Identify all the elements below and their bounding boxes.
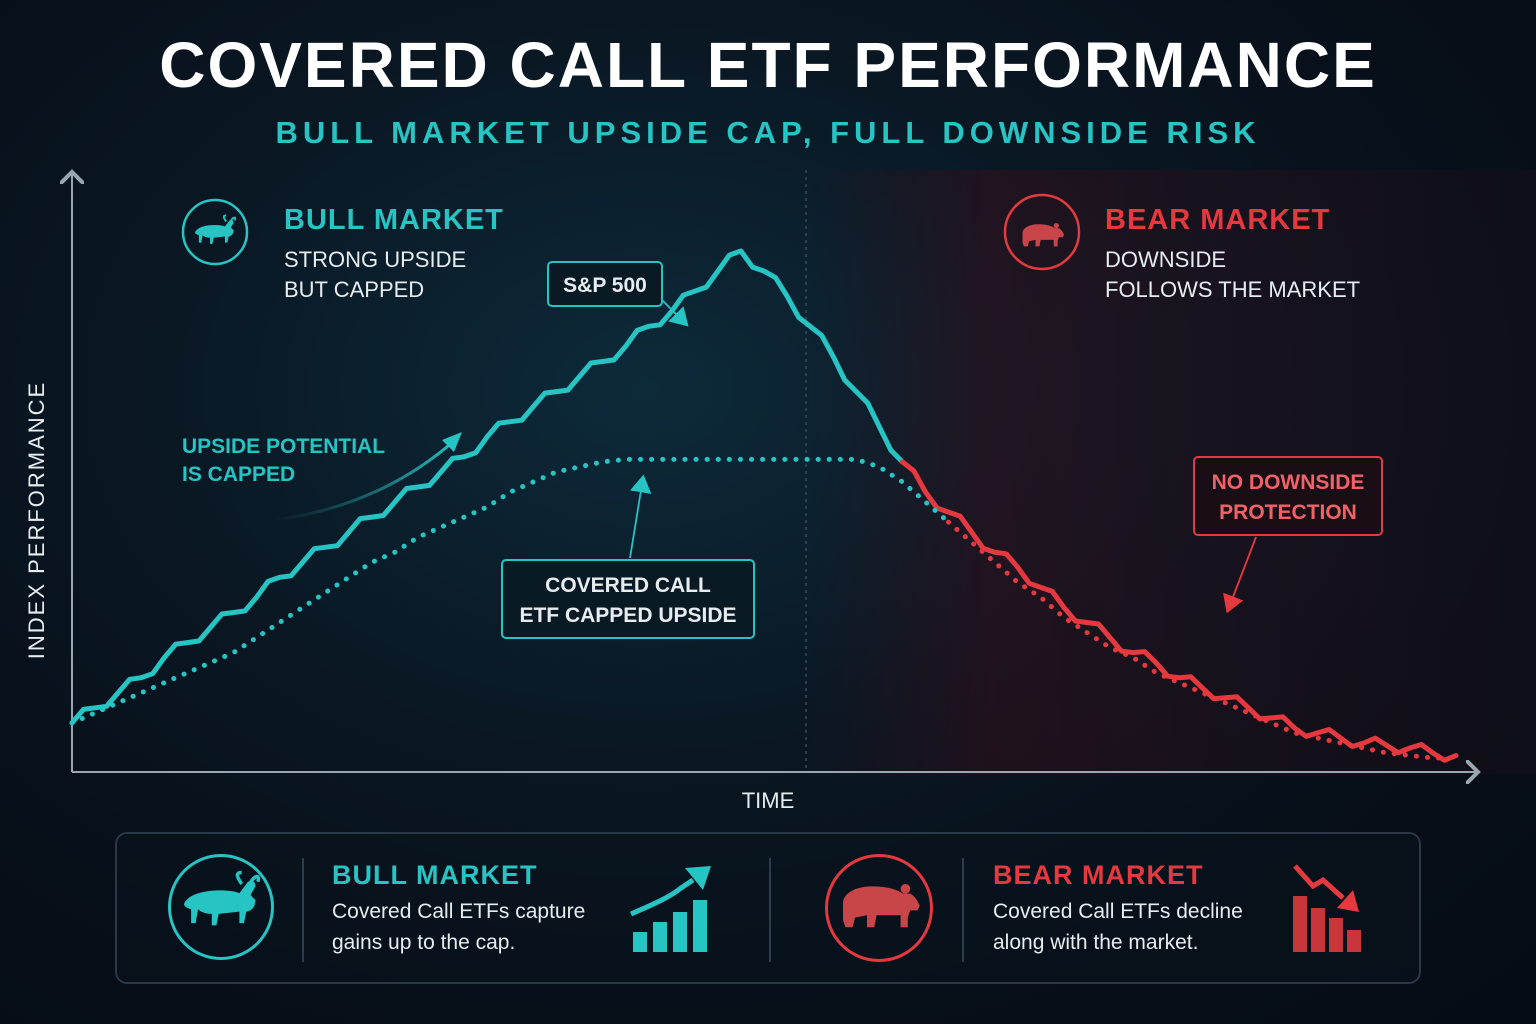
no-downside-pointer <box>1223 536 1257 614</box>
covered-call-label-group: COVERED CALL ETF CAPPED UPSIDE <box>501 474 755 639</box>
panel-bear-text: Covered Call ETFs decline along with the… <box>993 900 1243 954</box>
sp500-label-group: S&P 500 <box>547 261 689 327</box>
upside-line-1: UPSIDE POTENTIAL <box>182 435 385 458</box>
panel-divider-2 <box>769 858 771 962</box>
panel-divider-1 <box>302 858 304 962</box>
upside-callout: UPSIDE POTENTIAL IS CAPPED <box>182 432 462 522</box>
bull-panel-icon-circle <box>168 854 274 960</box>
panel-divider-3 <box>962 858 964 962</box>
sp500-label: S&P 500 <box>563 274 647 297</box>
sp500-line-bear-segment <box>899 459 1459 763</box>
no-downside-line-2: PROTECTION <box>1219 501 1357 524</box>
upside-arrowhead <box>442 432 462 452</box>
covered-call-label-box <box>501 559 755 639</box>
sp500-pointer <box>661 299 689 327</box>
sp500-label-box <box>547 261 663 307</box>
covered-call-pointer <box>629 474 652 559</box>
upside-sweep-arrow <box>274 438 456 522</box>
covered-call-line-2: ETF CAPPED UPSIDE <box>519 604 736 627</box>
bull-icon <box>195 214 237 244</box>
panel-bull-text: Covered Call ETFs capture gains up to th… <box>332 900 586 954</box>
chart-subtitle: BULL MARKET UPSIDE CAP, FULL DOWNSIDE RI… <box>275 115 1261 150</box>
covered-call-line-bear-segment <box>946 519 1459 761</box>
panel-bear-title: BEAR MARKET <box>993 860 1204 890</box>
bear-heading: BEAR MARKET <box>1105 204 1330 236</box>
bear-line-2: FOLLOWS THE MARKET <box>1105 277 1360 302</box>
bull-heading: BULL MARKET <box>284 204 504 236</box>
bear-icon <box>843 884 920 928</box>
bear-callout: BEAR MARKET DOWNSIDE FOLLOWS THE MARKET <box>1003 193 1360 302</box>
bull-line-2: BUT CAPPED <box>284 277 424 302</box>
bull-line-1: STRONG UPSIDE <box>284 247 466 272</box>
bear-callout-circle <box>1003 193 1081 271</box>
y-axis-label: INDEX PERFORMANCE <box>24 381 49 659</box>
bull-callout: BULL MARKET STRONG UPSIDE BUT CAPPED <box>181 198 504 302</box>
no-downside-box <box>1193 456 1383 536</box>
upside-line-2: IS CAPPED <box>182 463 295 486</box>
sp500-line-bull-segment <box>69 248 905 726</box>
bull-icon <box>184 870 261 926</box>
summary-panel: BULL MARKET Covered Call ETFs capture ga… <box>115 832 1421 984</box>
chart-title: COVERED CALL ETF PERFORMANCE <box>159 29 1377 101</box>
chart-up-icon <box>629 866 711 952</box>
no-downside-callout: NO DOWNSIDE PROTECTION <box>1193 456 1383 614</box>
panel-bull-title: BULL MARKET <box>332 860 538 890</box>
performance-chart: INDEX PERFORMANCE TIME BULL MARKET STRON… <box>24 0 1536 813</box>
no-downside-line-1: NO DOWNSIDE <box>1212 471 1365 494</box>
covered-call-line-1: COVERED CALL <box>545 574 711 597</box>
chart-down-icon <box>1293 864 1361 952</box>
bear-line-1: DOWNSIDE <box>1105 247 1226 272</box>
bull-callout-circle <box>181 198 249 266</box>
covered-call-line-bull-segment <box>69 456 951 726</box>
bear-panel-icon-circle <box>825 854 933 962</box>
x-axis-label: TIME <box>742 788 795 813</box>
bear-icon <box>1022 223 1065 247</box>
series-layer <box>69 248 1459 763</box>
